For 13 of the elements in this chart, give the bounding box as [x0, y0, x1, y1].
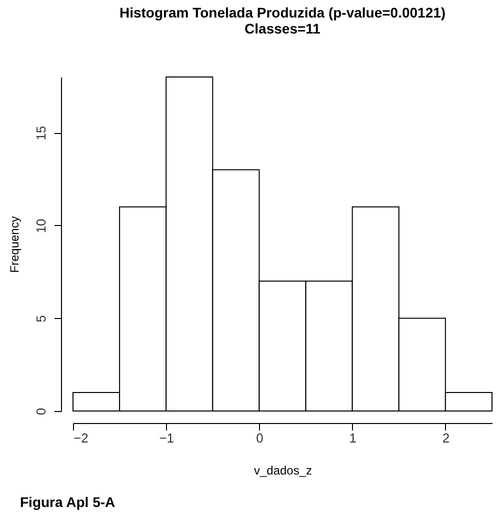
y-tick-label: 0	[34, 408, 48, 416]
x-tick-label: −1	[159, 430, 174, 446]
x-tick-label: 0	[256, 430, 264, 446]
y-tick-label: 10	[34, 218, 48, 234]
x-tick-label: 2	[442, 430, 450, 446]
x-tick-label: 1	[349, 430, 356, 446]
y-tick-label: 15	[34, 126, 48, 140]
y-axis-title: Frequency	[8, 216, 22, 273]
x-tick-label: −2	[74, 430, 88, 446]
chart-title: Histogram Tonelada Produzida (p-value=0.00121) Classes=11	[119, 4, 446, 36]
text: Figura Apl 5-A	[20, 494, 116, 510]
y-tick-label: 5	[34, 315, 48, 322]
x-axis-title: v_dados_z	[254, 464, 312, 478]
